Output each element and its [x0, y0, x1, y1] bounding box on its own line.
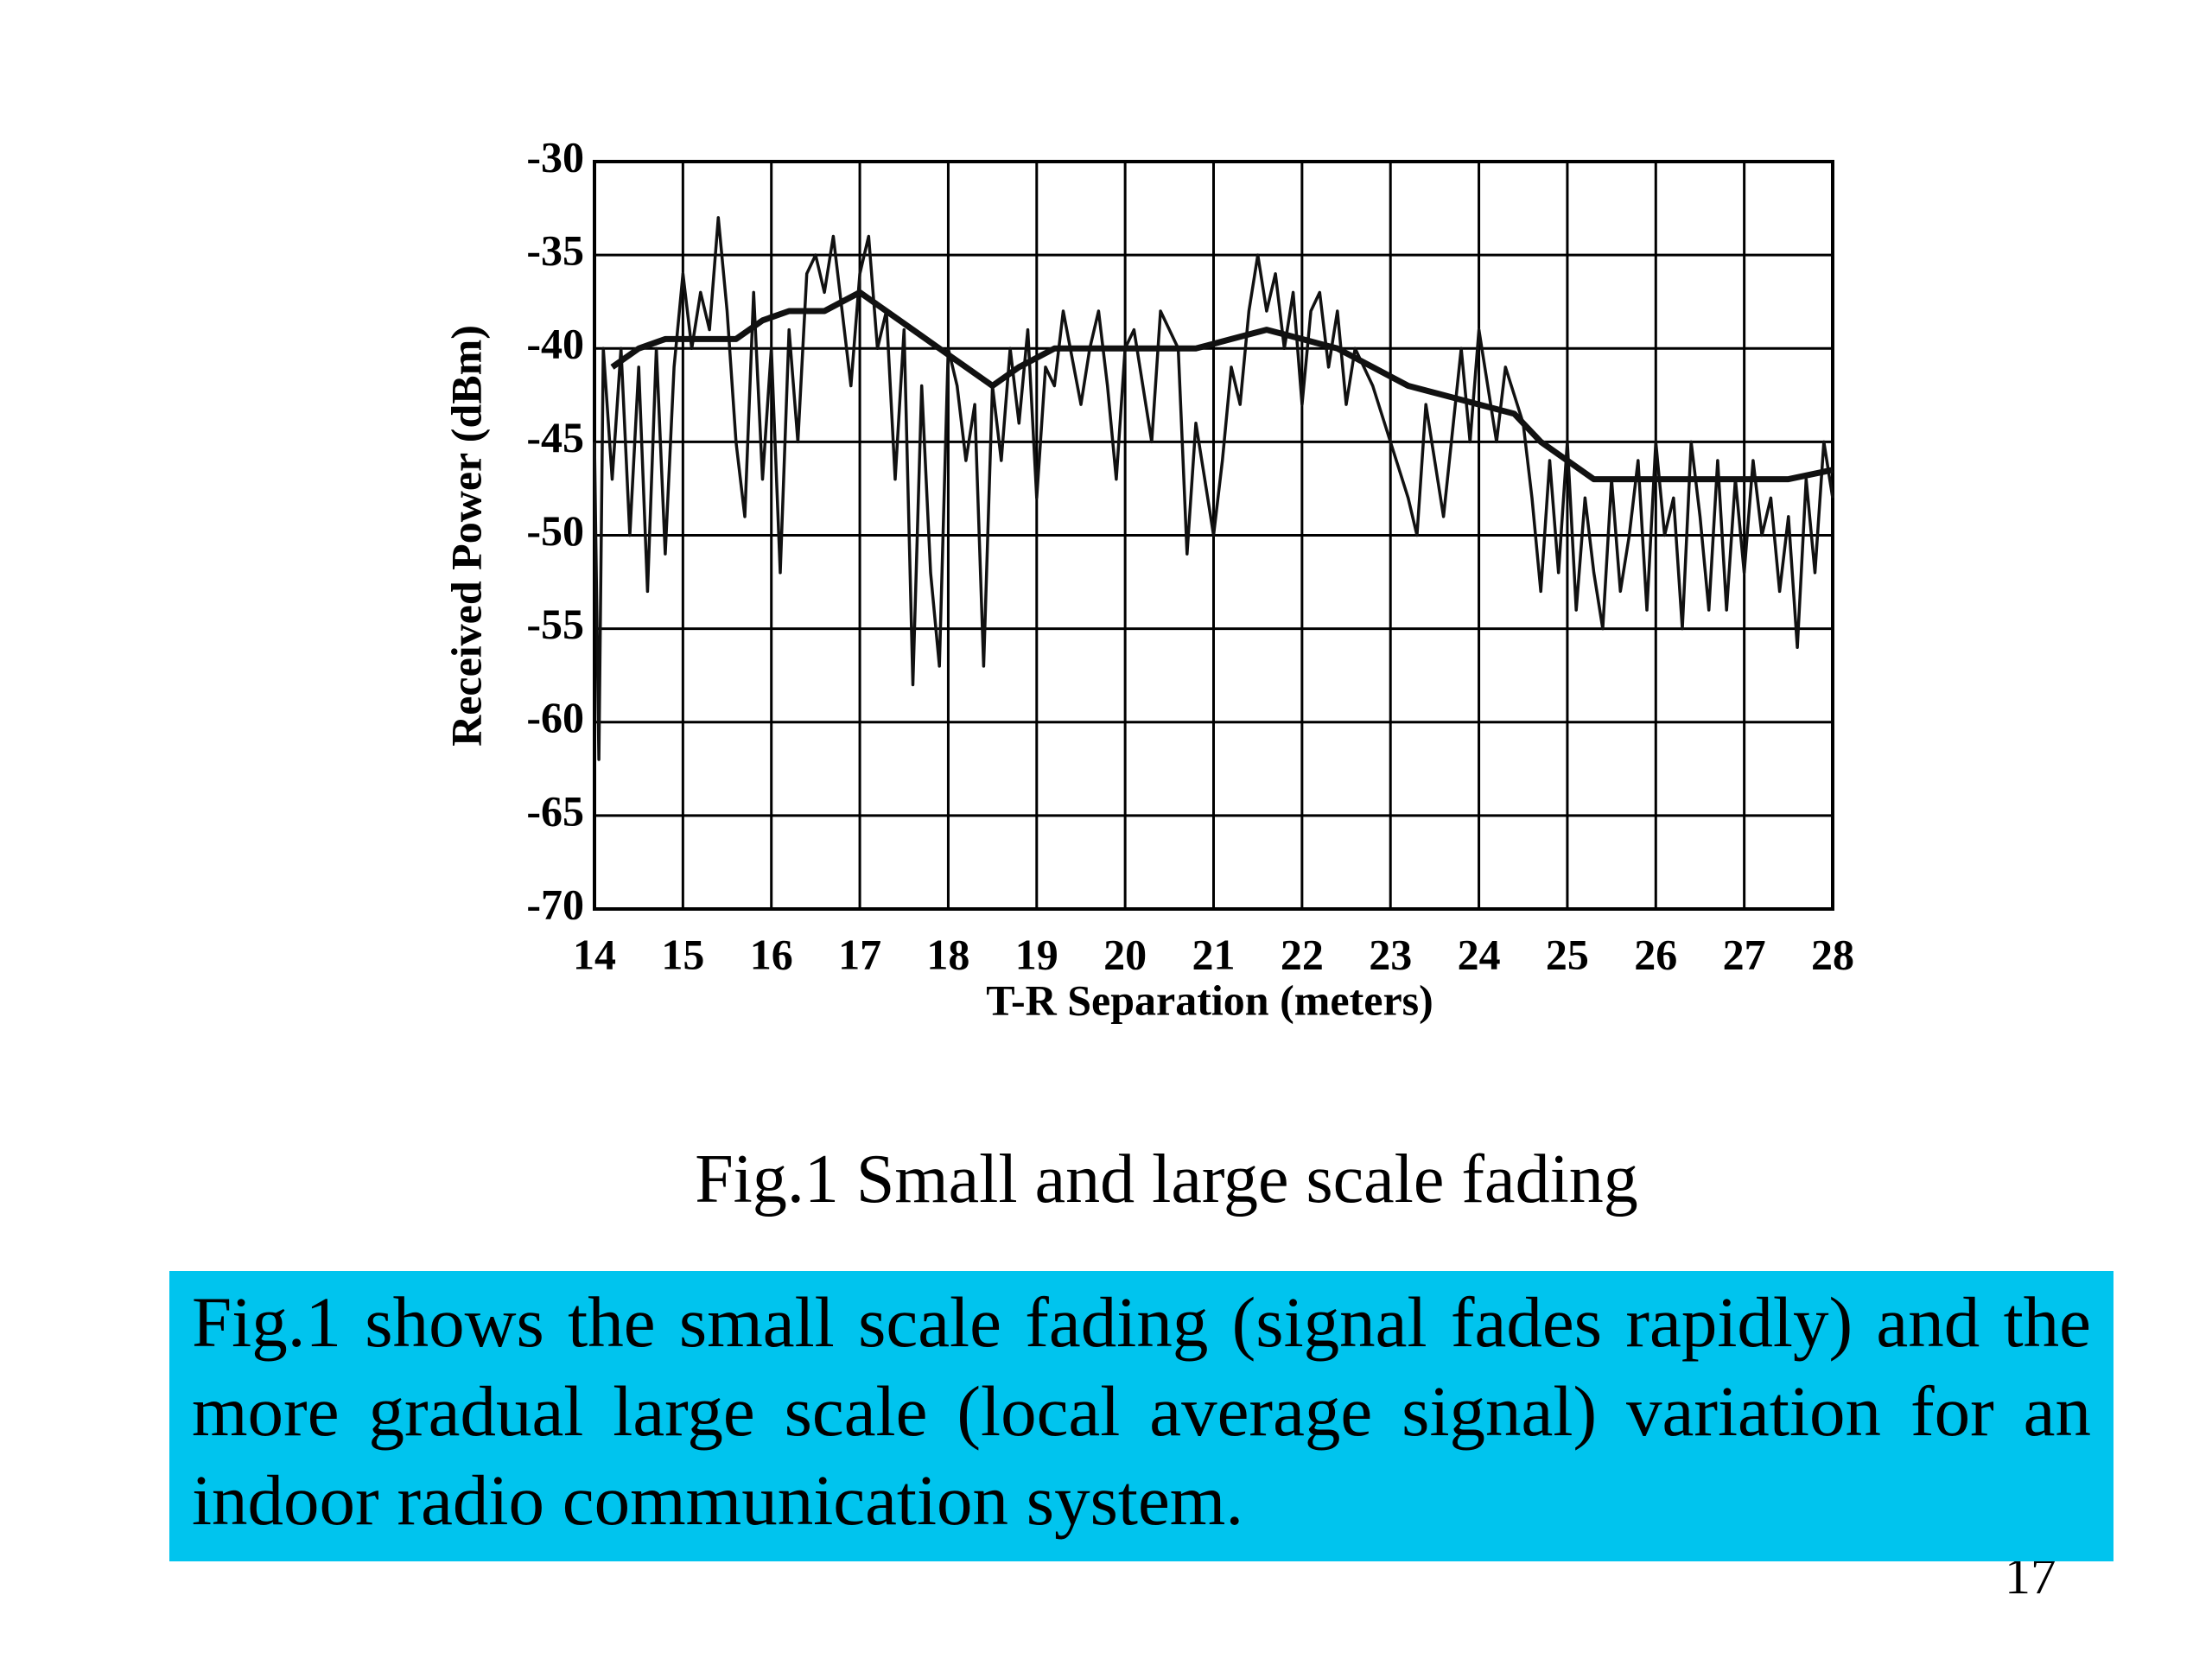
y-tick-label: -45	[526, 413, 584, 461]
y-tick-label: -60	[526, 693, 584, 741]
y-tick-label: -35	[526, 226, 584, 275]
y-tick-label: -65	[526, 786, 584, 835]
y-axis-label: Received Power (dBm)	[442, 325, 490, 747]
x-tick-label: 17	[838, 930, 881, 978]
x-tick-label: 21	[1192, 930, 1236, 978]
data-line	[593, 216, 1834, 761]
y-tick-label: -50	[526, 506, 584, 555]
x-tick-label: 28	[1811, 930, 1854, 978]
x-tick-label: 25	[1546, 930, 1589, 978]
y-tick-label: -55	[526, 600, 584, 648]
x-tick-label: 18	[926, 930, 969, 978]
x-tick-label: 23	[1369, 930, 1412, 978]
x-axis-label: T-R Separation (meters)	[986, 976, 1433, 1024]
x-tick-label: 22	[1281, 930, 1324, 978]
text-box: Fig.1 shows the small scale fading (sign…	[169, 1271, 2113, 1561]
data-line	[610, 289, 1834, 483]
x-tick-label: 16	[750, 930, 793, 978]
x-tick-label: 27	[1723, 930, 1766, 978]
x-tick-label: 24	[1458, 930, 1501, 978]
x-tick-label: 26	[1634, 930, 1677, 978]
y-tick-label: -40	[526, 320, 584, 368]
body-text: Fig.1 shows the small scale fading (sign…	[192, 1282, 2091, 1540]
figure-caption: Fig.1 Small and large scale fading	[695, 1141, 1638, 1217]
x-tick-label: 19	[1015, 930, 1058, 978]
y-tick-label: -70	[526, 880, 584, 928]
chart: T-R Separation (meters) Received Power (…	[442, 132, 1854, 1024]
y-tick-label: -30	[526, 132, 584, 181]
x-tick-label: 15	[661, 930, 704, 978]
x-tick-label: 14	[573, 930, 616, 978]
x-tick-label: 20	[1103, 930, 1147, 978]
